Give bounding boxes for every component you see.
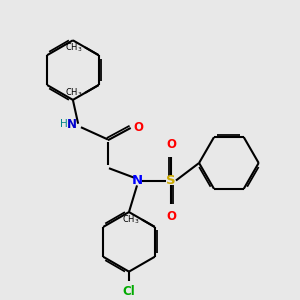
Text: O: O	[134, 122, 143, 134]
Text: Cl: Cl	[123, 285, 135, 298]
Text: S: S	[166, 174, 176, 187]
Text: CH$_3$: CH$_3$	[65, 87, 82, 99]
Text: N: N	[132, 174, 143, 187]
Text: CH$_3$: CH$_3$	[122, 213, 140, 226]
Text: H: H	[60, 119, 68, 129]
Text: O: O	[166, 138, 176, 152]
Text: O: O	[166, 210, 176, 223]
Text: N: N	[67, 118, 77, 131]
Text: CH$_3$: CH$_3$	[65, 41, 82, 54]
